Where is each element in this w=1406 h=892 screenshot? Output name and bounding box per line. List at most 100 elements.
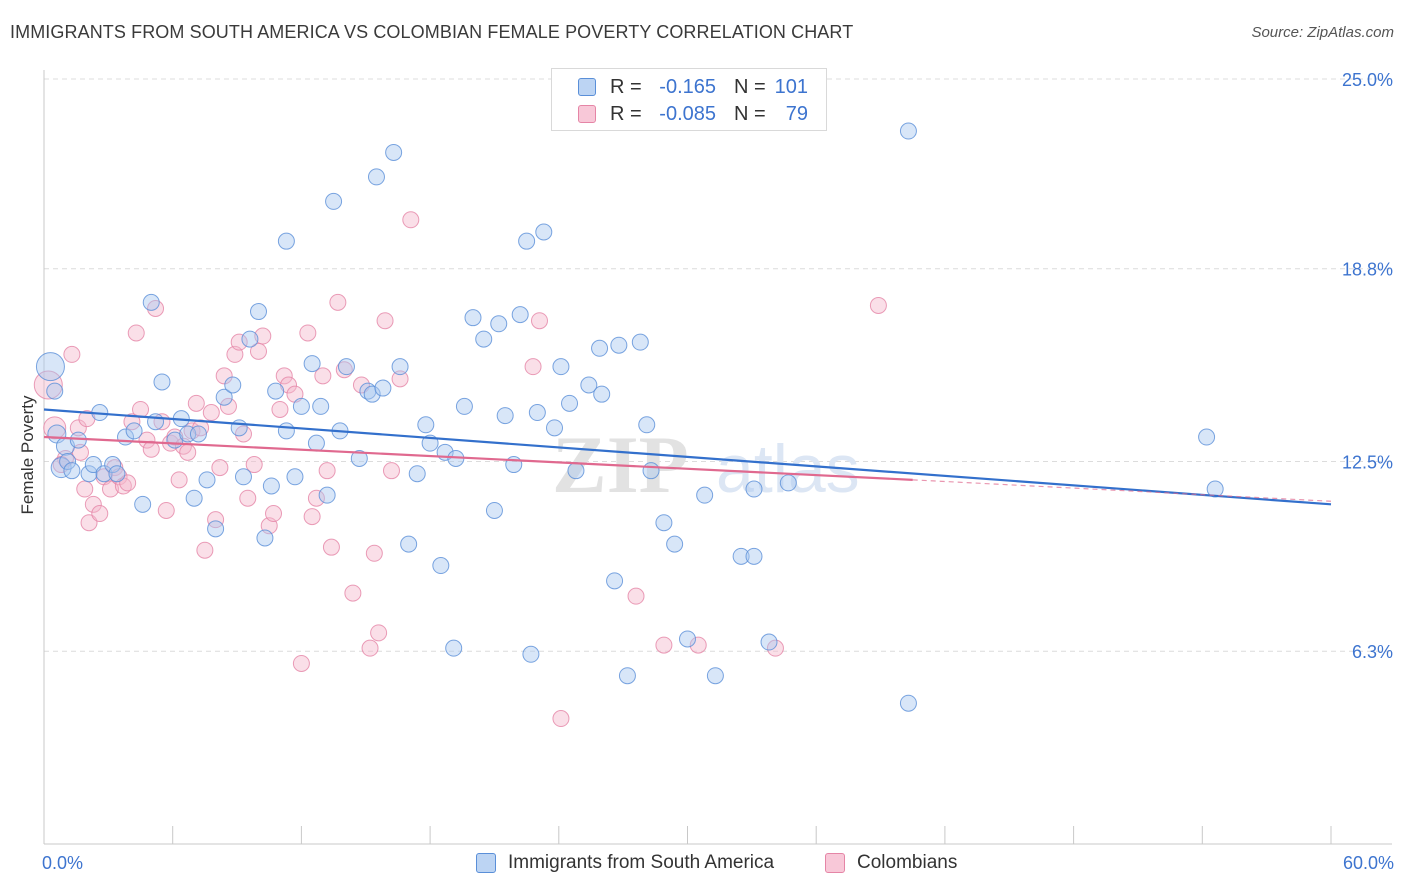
colombians-point	[33, 370, 63, 400]
immigrants-point	[642, 462, 660, 480]
immigrants-point	[745, 480, 763, 498]
immigrants-point	[432, 557, 450, 575]
legend-row-immigrants: R = -0.165 N = 101	[578, 74, 808, 100]
legend-label: Colombians	[857, 852, 958, 873]
immigrants-point	[234, 468, 252, 486]
immigrants-point	[760, 633, 778, 651]
y-tick-label: 25.0%	[1342, 70, 1393, 90]
immigrants-point	[267, 382, 285, 400]
colombians-point	[299, 324, 317, 342]
colombians-point	[869, 296, 887, 314]
colombians-point	[179, 443, 197, 461]
colombians-point	[376, 312, 394, 330]
immigrants-point	[610, 336, 628, 354]
r-value: -0.085	[659, 102, 716, 125]
immigrants-point	[153, 373, 171, 391]
immigrants-point	[706, 667, 724, 685]
colombians-point	[265, 505, 283, 523]
immigrants-point	[445, 639, 463, 657]
n-value: 101	[774, 75, 808, 98]
source-label: Source: ZipAtlas.com	[1251, 24, 1394, 41]
legend-item-colombians[interactable]: Colombians	[825, 852, 957, 874]
y-tick-label: 18.8%	[1342, 260, 1393, 280]
immigrants-point	[59, 453, 77, 470]
immigrants-point	[391, 358, 409, 376]
immigrants-point	[142, 293, 160, 311]
colombians-point	[655, 636, 673, 654]
immigrants-point	[511, 306, 529, 324]
colombians-point	[207, 511, 225, 529]
immigrants-point	[385, 143, 403, 161]
legend-row-colombians: R = -0.085 N = 79	[578, 101, 808, 127]
immigrants-point	[303, 355, 321, 373]
immigrants-point	[277, 422, 295, 440]
grid-lines	[44, 78, 1392, 652]
x-tick-label-min: 0.0%	[42, 853, 84, 873]
immigrants-point	[108, 465, 126, 483]
y-tick-label: 6.3%	[1352, 642, 1393, 662]
legend-swatch-blue	[578, 78, 596, 96]
immigrants-point	[46, 382, 64, 400]
colombians-point	[766, 639, 784, 657]
immigrants-point	[618, 667, 636, 685]
immigrants-point	[325, 192, 343, 210]
immigrants-point	[134, 495, 152, 513]
immigrants-point	[899, 694, 917, 712]
colombians-point	[101, 480, 119, 498]
immigrants-point	[147, 413, 165, 431]
immigrants-point	[189, 425, 207, 443]
immigrants-point	[312, 397, 330, 415]
immigrants-point	[732, 547, 750, 565]
colombians-point	[43, 416, 67, 440]
immigrants-point	[256, 529, 274, 547]
correlation-legend: R = -0.165 N = 101 R = -0.085 N = 79	[551, 68, 827, 131]
axes	[43, 70, 1392, 845]
colombians-point	[530, 312, 548, 330]
y-tick-labels: 6.3% 12.5% 18.8% 25.0%	[1342, 70, 1393, 662]
immigrants-point	[50, 457, 72, 479]
colombians-point	[211, 459, 229, 477]
colombians-point	[552, 710, 570, 728]
colombians-point	[307, 489, 325, 507]
immigrants-point	[464, 309, 482, 327]
immigrants-point	[666, 535, 684, 553]
n-label: N =	[734, 75, 766, 98]
legend-swatch-pink	[578, 105, 596, 123]
immigrants-point	[262, 477, 280, 495]
immigrants-point	[679, 630, 696, 648]
colombians-point	[187, 394, 205, 412]
colombians-point	[234, 425, 252, 443]
immigrants-point	[561, 394, 579, 412]
immigrants-point	[552, 358, 570, 376]
colombians-point	[318, 462, 336, 480]
colombians-point	[63, 345, 81, 363]
immigrants-points	[35, 122, 1224, 712]
colombians-point	[147, 300, 165, 317]
colombians-point	[245, 456, 263, 474]
immigrants-point	[63, 462, 81, 480]
colombians-point	[157, 501, 175, 519]
legend-label: Immigrants from South America	[508, 852, 775, 873]
immigrants-trend-line	[43, 408, 1332, 506]
immigrants-point	[1198, 428, 1216, 446]
immigrants-point	[80, 465, 98, 483]
immigrants-point	[655, 514, 673, 532]
immigrants-point	[475, 330, 493, 348]
colombians-trend-extension	[912, 479, 1332, 502]
immigrants-point	[318, 486, 336, 504]
colombians-point	[76, 480, 94, 498]
immigrants-point	[485, 501, 503, 519]
legend-item-immigrants[interactable]: Immigrants from South America	[476, 852, 774, 874]
immigrants-point	[337, 358, 355, 376]
immigrants-point	[417, 416, 435, 434]
colombians-point	[91, 505, 109, 523]
r-label: R =	[610, 102, 642, 125]
immigrants-point	[518, 232, 536, 250]
immigrants-point	[546, 419, 564, 437]
colombians-point	[303, 508, 321, 526]
immigrants-point	[307, 434, 325, 452]
colombians-point	[230, 333, 248, 351]
immigrants-point	[125, 422, 143, 440]
colombians-point	[370, 624, 388, 642]
